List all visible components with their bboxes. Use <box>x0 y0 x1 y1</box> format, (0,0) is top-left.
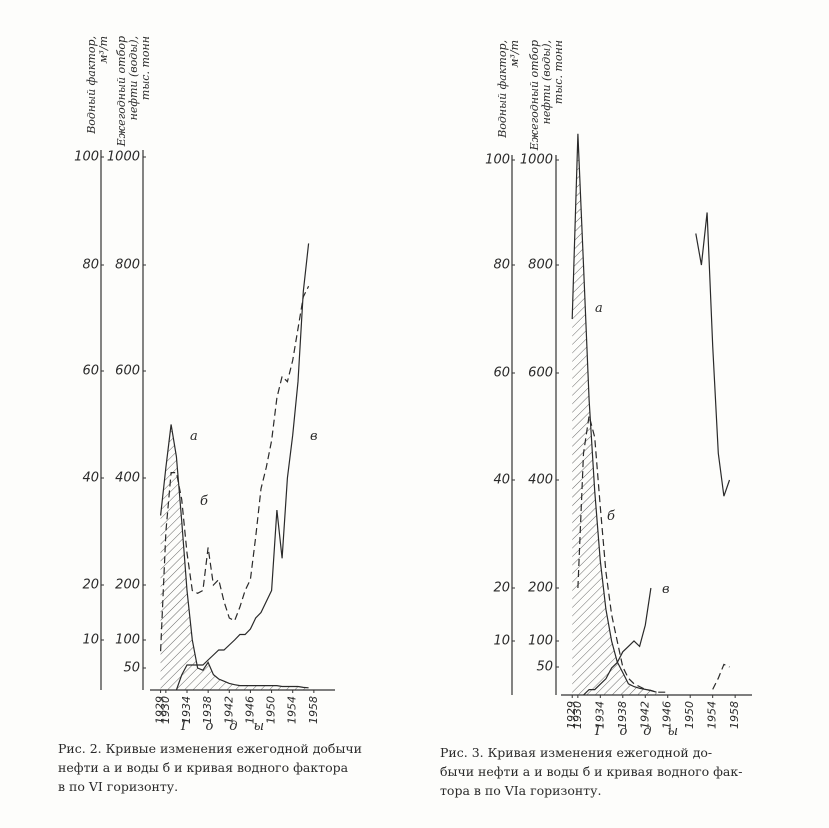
y-axis-label: м³/т <box>508 40 521 68</box>
x-tick-label: 1934 <box>593 701 606 729</box>
x-tick-label: 1930 <box>159 696 172 724</box>
y-axis-label: м³/т <box>97 36 110 64</box>
y2-axis-label: тыс. тонн <box>552 40 565 104</box>
y-tick-label: 60 <box>82 364 99 379</box>
y2-tick-label: 200 <box>115 578 140 593</box>
series-line <box>577 415 730 693</box>
y2-tick-label: 400 <box>115 471 140 486</box>
y2-tick-label: 400 <box>528 473 553 488</box>
series-line <box>571 133 657 693</box>
x-tick-label: 1954 <box>286 696 299 724</box>
x-tick-label: 1950 <box>265 696 278 724</box>
y-tick-label: 100 <box>485 153 510 168</box>
y2-tick-label: 1000 <box>520 153 553 168</box>
y2-axis-label: Ежегодный отбор <box>528 40 541 151</box>
y-tick-label: 10 <box>493 634 510 649</box>
x-tick-label: 1929 <box>565 701 578 729</box>
y2-tick-label: 100 <box>528 634 553 649</box>
x-tick-label: 1958 <box>307 696 320 724</box>
caption: Рис. 2. Кривые изменения ежегодной добыч… <box>58 741 362 756</box>
y2-tick-label: 600 <box>528 366 553 381</box>
y2-axis-label: нефти (воды), <box>540 40 553 124</box>
y2-tick-label: 800 <box>115 258 140 273</box>
y-tick-label: 20 <box>82 578 99 593</box>
x-tick-label: 1938 <box>616 701 629 729</box>
x-tick-label: 1942 <box>222 696 235 724</box>
y2-tick-label: 50 <box>536 660 553 675</box>
series-line <box>175 243 310 691</box>
caption: тора в по VIа горизонту. <box>440 783 601 798</box>
y-tick-label: 40 <box>82 471 99 486</box>
caption: нефти а и воды б и кривая водного фактор… <box>58 760 349 775</box>
series-label: а <box>595 301 603 316</box>
caption: в по VI горизонту. <box>58 779 178 794</box>
y-tick-label: 60 <box>493 366 510 381</box>
x-tick-label: 1929 <box>154 696 167 724</box>
x-axis-label: Годы <box>180 719 280 734</box>
y-axis-label: Водный фактор, <box>496 40 509 139</box>
x-tick-label: 1938 <box>201 696 214 724</box>
series-line <box>160 285 310 652</box>
x-tick-label: 1930 <box>571 701 584 729</box>
series-label: б <box>607 509 615 524</box>
x-tick-label: 1954 <box>706 701 719 729</box>
y-tick-label: 100 <box>74 150 99 165</box>
y2-axis-label: нефти (воды), <box>127 36 140 120</box>
y2-tick-label: 100 <box>115 633 140 648</box>
y-tick-label: 80 <box>493 258 510 273</box>
series-line <box>160 424 309 689</box>
x-tick-label: 1950 <box>683 701 696 729</box>
series-label: в <box>310 429 318 444</box>
x-tick-label: 1958 <box>728 701 741 729</box>
series-line <box>583 212 731 696</box>
y2-tick-label: 1000 <box>107 150 140 165</box>
y-axis-label: Водный фактор, <box>85 36 98 135</box>
y2-tick-label: 50 <box>123 661 140 676</box>
x-tick-label: 1934 <box>180 696 193 724</box>
hatched-area <box>572 133 657 695</box>
y-tick-label: 20 <box>493 581 510 596</box>
caption: Рис. 3. Кривая изменения ежегодной до- <box>440 745 712 760</box>
series-label: а <box>190 429 198 444</box>
y2-axis-label: тыс. тонн <box>139 36 152 100</box>
y2-axis-label: Ежегодный отбор <box>115 36 128 147</box>
series-label: в <box>662 582 670 597</box>
hatched-area <box>160 424 309 690</box>
y-tick-label: 40 <box>493 473 510 488</box>
y2-tick-label: 200 <box>528 581 553 596</box>
x-axis-label: Годы <box>594 724 694 739</box>
y2-tick-label: 600 <box>115 364 140 379</box>
y-tick-label: 80 <box>82 258 99 273</box>
y2-tick-label: 800 <box>528 258 553 273</box>
x-tick-label: 1946 <box>661 701 674 729</box>
caption: бычи нефти а и воды б и кривая водного ф… <box>440 764 742 779</box>
y-tick-label: 10 <box>82 633 99 648</box>
x-tick-label: 1946 <box>243 696 256 724</box>
series-label: б <box>200 494 208 509</box>
x-tick-label: 1942 <box>638 701 651 729</box>
